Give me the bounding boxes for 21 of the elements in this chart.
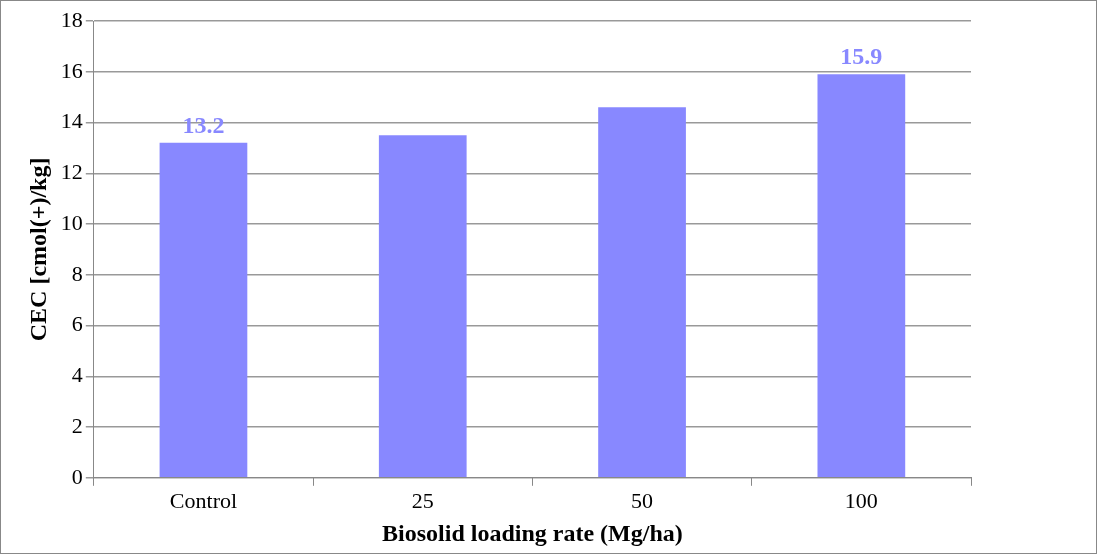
x-tick-label: 50 — [631, 487, 654, 513]
y-axis-title: CEC [cmol(+)/kg] — [24, 157, 51, 342]
y-tick-label: 2 — [71, 412, 83, 438]
bar — [159, 142, 248, 478]
y-tick-label: 16 — [60, 57, 83, 83]
x-tick-label: 25 — [411, 487, 434, 513]
x-axis-title: Biosolid loading rate (Mg/ha) — [382, 519, 683, 546]
data-label: 15.9 — [840, 43, 883, 70]
y-tick-label: 4 — [71, 362, 83, 388]
bar — [378, 135, 467, 478]
y-tick-label: 14 — [60, 108, 83, 134]
y-tick-label: 0 — [71, 463, 83, 489]
y-tick-label: 10 — [60, 209, 83, 235]
bar — [598, 107, 686, 478]
x-tick-label: 100 — [844, 487, 878, 513]
bar — [817, 74, 906, 478]
x-tick-label: Control — [169, 487, 238, 513]
y-tick-label: 8 — [71, 260, 83, 286]
y-tick-label: 6 — [71, 311, 83, 337]
y-tick-label: 18 — [60, 6, 83, 32]
y-tick-label: 12 — [60, 159, 83, 185]
